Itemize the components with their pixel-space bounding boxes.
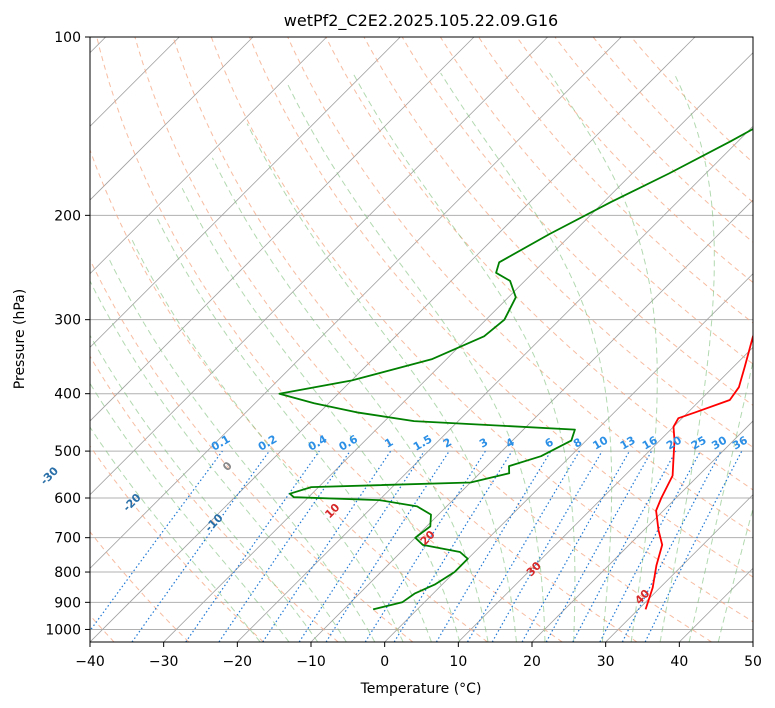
mixing-ratio-line [545,450,653,642]
x-tick-label: −20 [223,654,253,670]
dry-adiabat-line [90,531,190,642]
mixing-ratio-line [262,450,392,642]
moist-adiabat-line [107,256,376,642]
y-tick-label: 800 [54,565,81,581]
y-tick-label: 1000 [45,622,81,638]
x-axis: −40 −30 −20 −10 0 10 20 30 40 50 [75,642,762,670]
mixing-ratio-line [218,450,351,642]
x-tick-label: 0 [380,654,389,670]
profile-lines [278,127,753,611]
y-tick-label: 500 [54,444,81,460]
x-tick-label: 50 [744,654,762,670]
isotherm-line [90,37,696,642]
y-tick-label: 700 [54,531,81,547]
moist-adiabat-line [181,187,461,642]
y-tick-label: 300 [54,313,81,329]
moist-adiabat-line [90,334,319,642]
y-axis: 1000 900 800 700 600 500 400 300 200 100 [45,30,90,638]
y-tick-label: 600 [54,491,81,507]
plot-background [90,37,753,642]
isotherm-line [90,37,475,422]
dry-adiabat-line [249,37,753,578]
dry-adiabat-line [439,37,753,365]
moist-adiabat-line [211,157,489,642]
x-tick-label: 30 [597,654,615,670]
moist-adiabat-line [155,215,432,642]
dry-adiabat-line [287,37,753,534]
mixing-ratio-line [325,450,450,642]
mixing-ratio-line [90,450,223,632]
dry-adiabat-line [401,37,753,406]
x-tick-label: 10 [449,654,467,670]
temperature-profile-line [644,334,753,610]
x-tick-label: 40 [670,654,688,670]
mixing-ratio-line [185,450,320,642]
isotherm-line [90,37,254,201]
mixing-ratio-line [572,450,677,642]
moist-adiabat-line [659,72,715,642]
plot-frame [89,36,754,643]
background-lines [90,37,753,642]
y-tick-label: 400 [54,387,81,403]
isotherm-line [458,346,753,642]
dry-adiabat-line [90,355,339,642]
mixing-ratio-line [298,450,425,642]
moist-adiabat-line [717,506,753,642]
y-axis-label: Pressure (hPa) [12,289,28,389]
mixing-ratio-line [521,450,631,642]
isotherm-line [752,641,753,642]
y-tick-label: 900 [54,595,81,611]
moist-adiabat-line [688,358,753,642]
isotherm-line [163,52,753,642]
y-tick-label: 100 [54,30,81,46]
moist-adiabat-line [352,72,576,642]
moist-adiabat-line [90,382,290,642]
moist-adiabat-line [287,83,546,642]
moist-adiabat-line [90,426,261,642]
isotherm-line [90,37,548,496]
dry-adiabat-line [96,37,563,642]
x-axis-label: Temperature (°C) [360,681,482,697]
y-tick-label: 200 [54,208,81,224]
isotherm-line [237,125,753,642]
moist-adiabat-line [549,72,658,642]
moist-adiabat-line [440,72,613,642]
x-tick-label: −10 [296,654,326,670]
isotherm-line [605,494,753,642]
isotherm-line [90,37,622,569]
contour-labels: -100-90-80-70-60-50-40-30-20-10010203040… [38,432,750,607]
x-tick-label: −40 [75,654,105,670]
isotherm-line [384,273,753,642]
x-tick-label: 20 [523,654,541,670]
chart-title: wetPf2_C2E2.2025.105.22.09.G16 [284,11,558,31]
mixing-ratio-line [131,450,270,642]
mixing-ratio-line [393,450,513,642]
isotherm-line [90,37,401,348]
dry-adiabat-label: -30 [38,464,61,487]
dewpoint-profile-line [278,127,753,611]
x-tick-label: −30 [149,654,179,670]
mixing-ratio-line [644,450,743,642]
dry-adiabat-line [172,37,712,642]
dry-adiabat-line [210,37,753,623]
isotherm-line [531,420,753,642]
dry-adiabat-line [90,258,414,642]
moist-adiabat-line [246,123,517,642]
dry-adiabat-line [516,37,753,284]
dry-adiabat-line [90,445,264,642]
isotherm-line [90,37,327,275]
moist-adiabat-line [90,279,347,642]
isotherm-line [310,199,753,642]
